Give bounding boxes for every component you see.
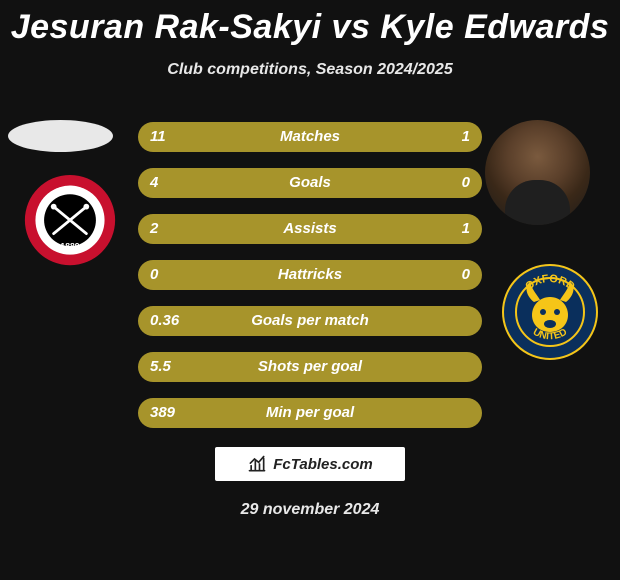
stat-bar-right <box>310 260 482 290</box>
stat-bar-left <box>138 168 482 198</box>
stat-bar-left <box>138 306 482 336</box>
stats-container: Matches111 Goals40 Assists21 Hattricks00 Goa… <box>138 122 482 444</box>
stat-bar-left <box>138 260 310 290</box>
club-founded-year: 1889 <box>60 241 79 251</box>
stat-bar-left <box>138 214 368 244</box>
stat-row: Hattricks00 <box>138 260 482 290</box>
source-text: FcTables.com <box>273 456 372 473</box>
stat-bar-right <box>454 122 482 152</box>
snapshot-date: 29 november 2024 <box>0 501 620 519</box>
stat-row: Goals40 <box>138 168 482 198</box>
stat-row: Min per goal389 <box>138 398 482 428</box>
stat-row: Goals per match0.36 <box>138 306 482 336</box>
stat-bar-left <box>138 352 482 382</box>
stat-row: Matches111 <box>138 122 482 152</box>
stat-row: Assists21 <box>138 214 482 244</box>
club-badge-sheffield-united: SHEFFIELD UNITED 1889 <box>22 175 118 271</box>
chart-icon <box>247 454 267 474</box>
comparison-title: Jesuran Rak-Sakyi vs Kyle Edwards <box>0 0 620 47</box>
stat-bar-left <box>138 122 454 152</box>
club-badge-oxford-united: OXFORD UNITED <box>500 262 600 362</box>
stat-row: Shots per goal5.5 <box>138 352 482 382</box>
player-left-photo <box>8 120 113 152</box>
player-right-photo <box>485 120 590 225</box>
stat-bar-left <box>138 398 482 428</box>
comparison-subtitle: Club competitions, Season 2024/2025 <box>0 61 620 79</box>
source-badge: FcTables.com <box>215 447 405 481</box>
stat-bar-right <box>368 214 482 244</box>
